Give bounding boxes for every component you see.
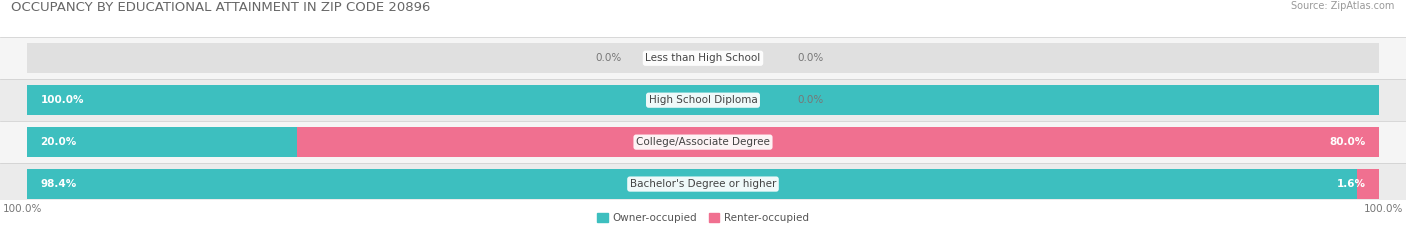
Text: 1.6%: 1.6% xyxy=(1337,179,1365,189)
Bar xyxy=(27,127,298,157)
Text: 100.0%: 100.0% xyxy=(3,204,42,213)
Text: 20.0%: 20.0% xyxy=(41,137,77,147)
Text: College/Associate Degree: College/Associate Degree xyxy=(636,137,770,147)
Text: 98.4%: 98.4% xyxy=(41,179,77,189)
Text: 0.0%: 0.0% xyxy=(797,53,824,63)
Legend: Owner-occupied, Renter-occupied: Owner-occupied, Renter-occupied xyxy=(593,209,813,227)
Bar xyxy=(27,85,1379,115)
Bar xyxy=(0,79,1406,121)
Text: 80.0%: 80.0% xyxy=(1329,137,1365,147)
Text: 0.0%: 0.0% xyxy=(797,95,824,105)
Text: 100.0%: 100.0% xyxy=(41,95,84,105)
Bar xyxy=(27,169,1379,199)
Text: OCCUPANCY BY EDUCATIONAL ATTAINMENT IN ZIP CODE 20896: OCCUPANCY BY EDUCATIONAL ATTAINMENT IN Z… xyxy=(11,1,430,14)
Text: Less than High School: Less than High School xyxy=(645,53,761,63)
Bar xyxy=(27,127,1379,157)
Bar xyxy=(298,127,1379,157)
Text: High School Diploma: High School Diploma xyxy=(648,95,758,105)
Bar xyxy=(27,43,1379,73)
Bar xyxy=(27,85,1379,115)
Bar xyxy=(27,169,1357,199)
Bar xyxy=(1357,169,1379,199)
Text: Bachelor's Degree or higher: Bachelor's Degree or higher xyxy=(630,179,776,189)
Bar xyxy=(0,121,1406,163)
Bar xyxy=(0,37,1406,79)
Bar xyxy=(0,163,1406,205)
Text: 0.0%: 0.0% xyxy=(596,53,621,63)
Text: 100.0%: 100.0% xyxy=(1364,204,1403,213)
Text: Source: ZipAtlas.com: Source: ZipAtlas.com xyxy=(1291,1,1395,11)
